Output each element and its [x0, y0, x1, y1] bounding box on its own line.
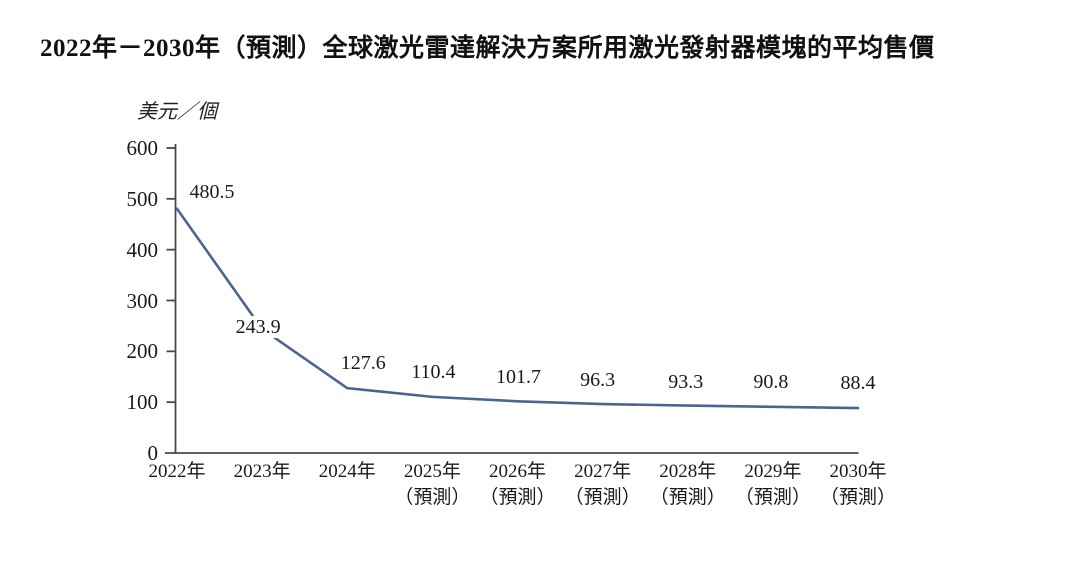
y-tick-label-300: 300	[126, 288, 159, 313]
chart-title: 2022年－2030年（預測）全球激光雷達解決方案所用激光發射器模塊的平均售價	[40, 35, 935, 62]
axes-group	[165, 144, 859, 454]
x-tick-label: 2027年 （預測）	[548, 459, 658, 511]
x-tick-label-line: 2030年	[829, 461, 887, 482]
data-label: 88.4	[837, 372, 879, 395]
x-tick-label-line: 2028年	[659, 461, 717, 482]
y-tick-label-0: 0	[147, 441, 159, 465]
y-tick-label-200: 200	[126, 339, 159, 364]
price-series-line	[175, 207, 860, 410]
data-label: 93.3	[665, 370, 707, 393]
x-tick-label-line: （預測）	[479, 487, 556, 508]
x-tick-label-line: 2026年	[488, 461, 546, 482]
data-label: 90.8	[750, 370, 792, 393]
x-tick-label: 2029年 （預測）	[718, 459, 828, 511]
x-tick-label-line: 2029年	[744, 461, 802, 482]
data-label: 243.9	[232, 316, 284, 339]
x-tick-label: 2023年	[207, 459, 317, 485]
x-tick-label: 2022年	[122, 459, 232, 485]
x-tick-label-line: 2025年	[403, 461, 461, 482]
y-tick-label-400: 400	[126, 237, 159, 262]
x-tick-label: 2028年 （預測）	[633, 459, 743, 511]
x-tick-label-line: 2023年	[233, 461, 291, 482]
data-label: 110.4	[408, 360, 459, 383]
x-tick-label: 2030年 （預測）	[803, 459, 913, 511]
y-axis-unit-label: 美元／個	[137, 101, 217, 123]
x-tick-label-line: （預測）	[564, 487, 641, 508]
y-tick-label-100: 100	[126, 390, 159, 415]
x-tick-label-line: 2024年	[318, 461, 376, 482]
y-tick-label-500: 500	[126, 186, 159, 211]
x-tick-label-line: （預測）	[819, 487, 896, 508]
x-tick-label-line: （預測）	[649, 487, 726, 508]
data-label: 101.7	[493, 366, 544, 389]
x-tick-label-line: 2022年	[148, 461, 206, 482]
x-tick-label-line: 2027年	[574, 461, 632, 482]
data-label: 480.5	[186, 180, 238, 203]
x-tick-label: 2024年	[292, 459, 402, 485]
x-tick-label: 2025年 （預測）	[377, 459, 487, 511]
x-tick-label-line: （預測）	[394, 487, 471, 508]
x-tick-label: 2026年 （預測）	[463, 459, 573, 511]
x-tick-label-line: （預測）	[734, 487, 811, 508]
data-label: 96.3	[577, 369, 619, 392]
y-tick-label-600: 600	[126, 136, 159, 160]
data-label: 127.6	[337, 352, 389, 375]
